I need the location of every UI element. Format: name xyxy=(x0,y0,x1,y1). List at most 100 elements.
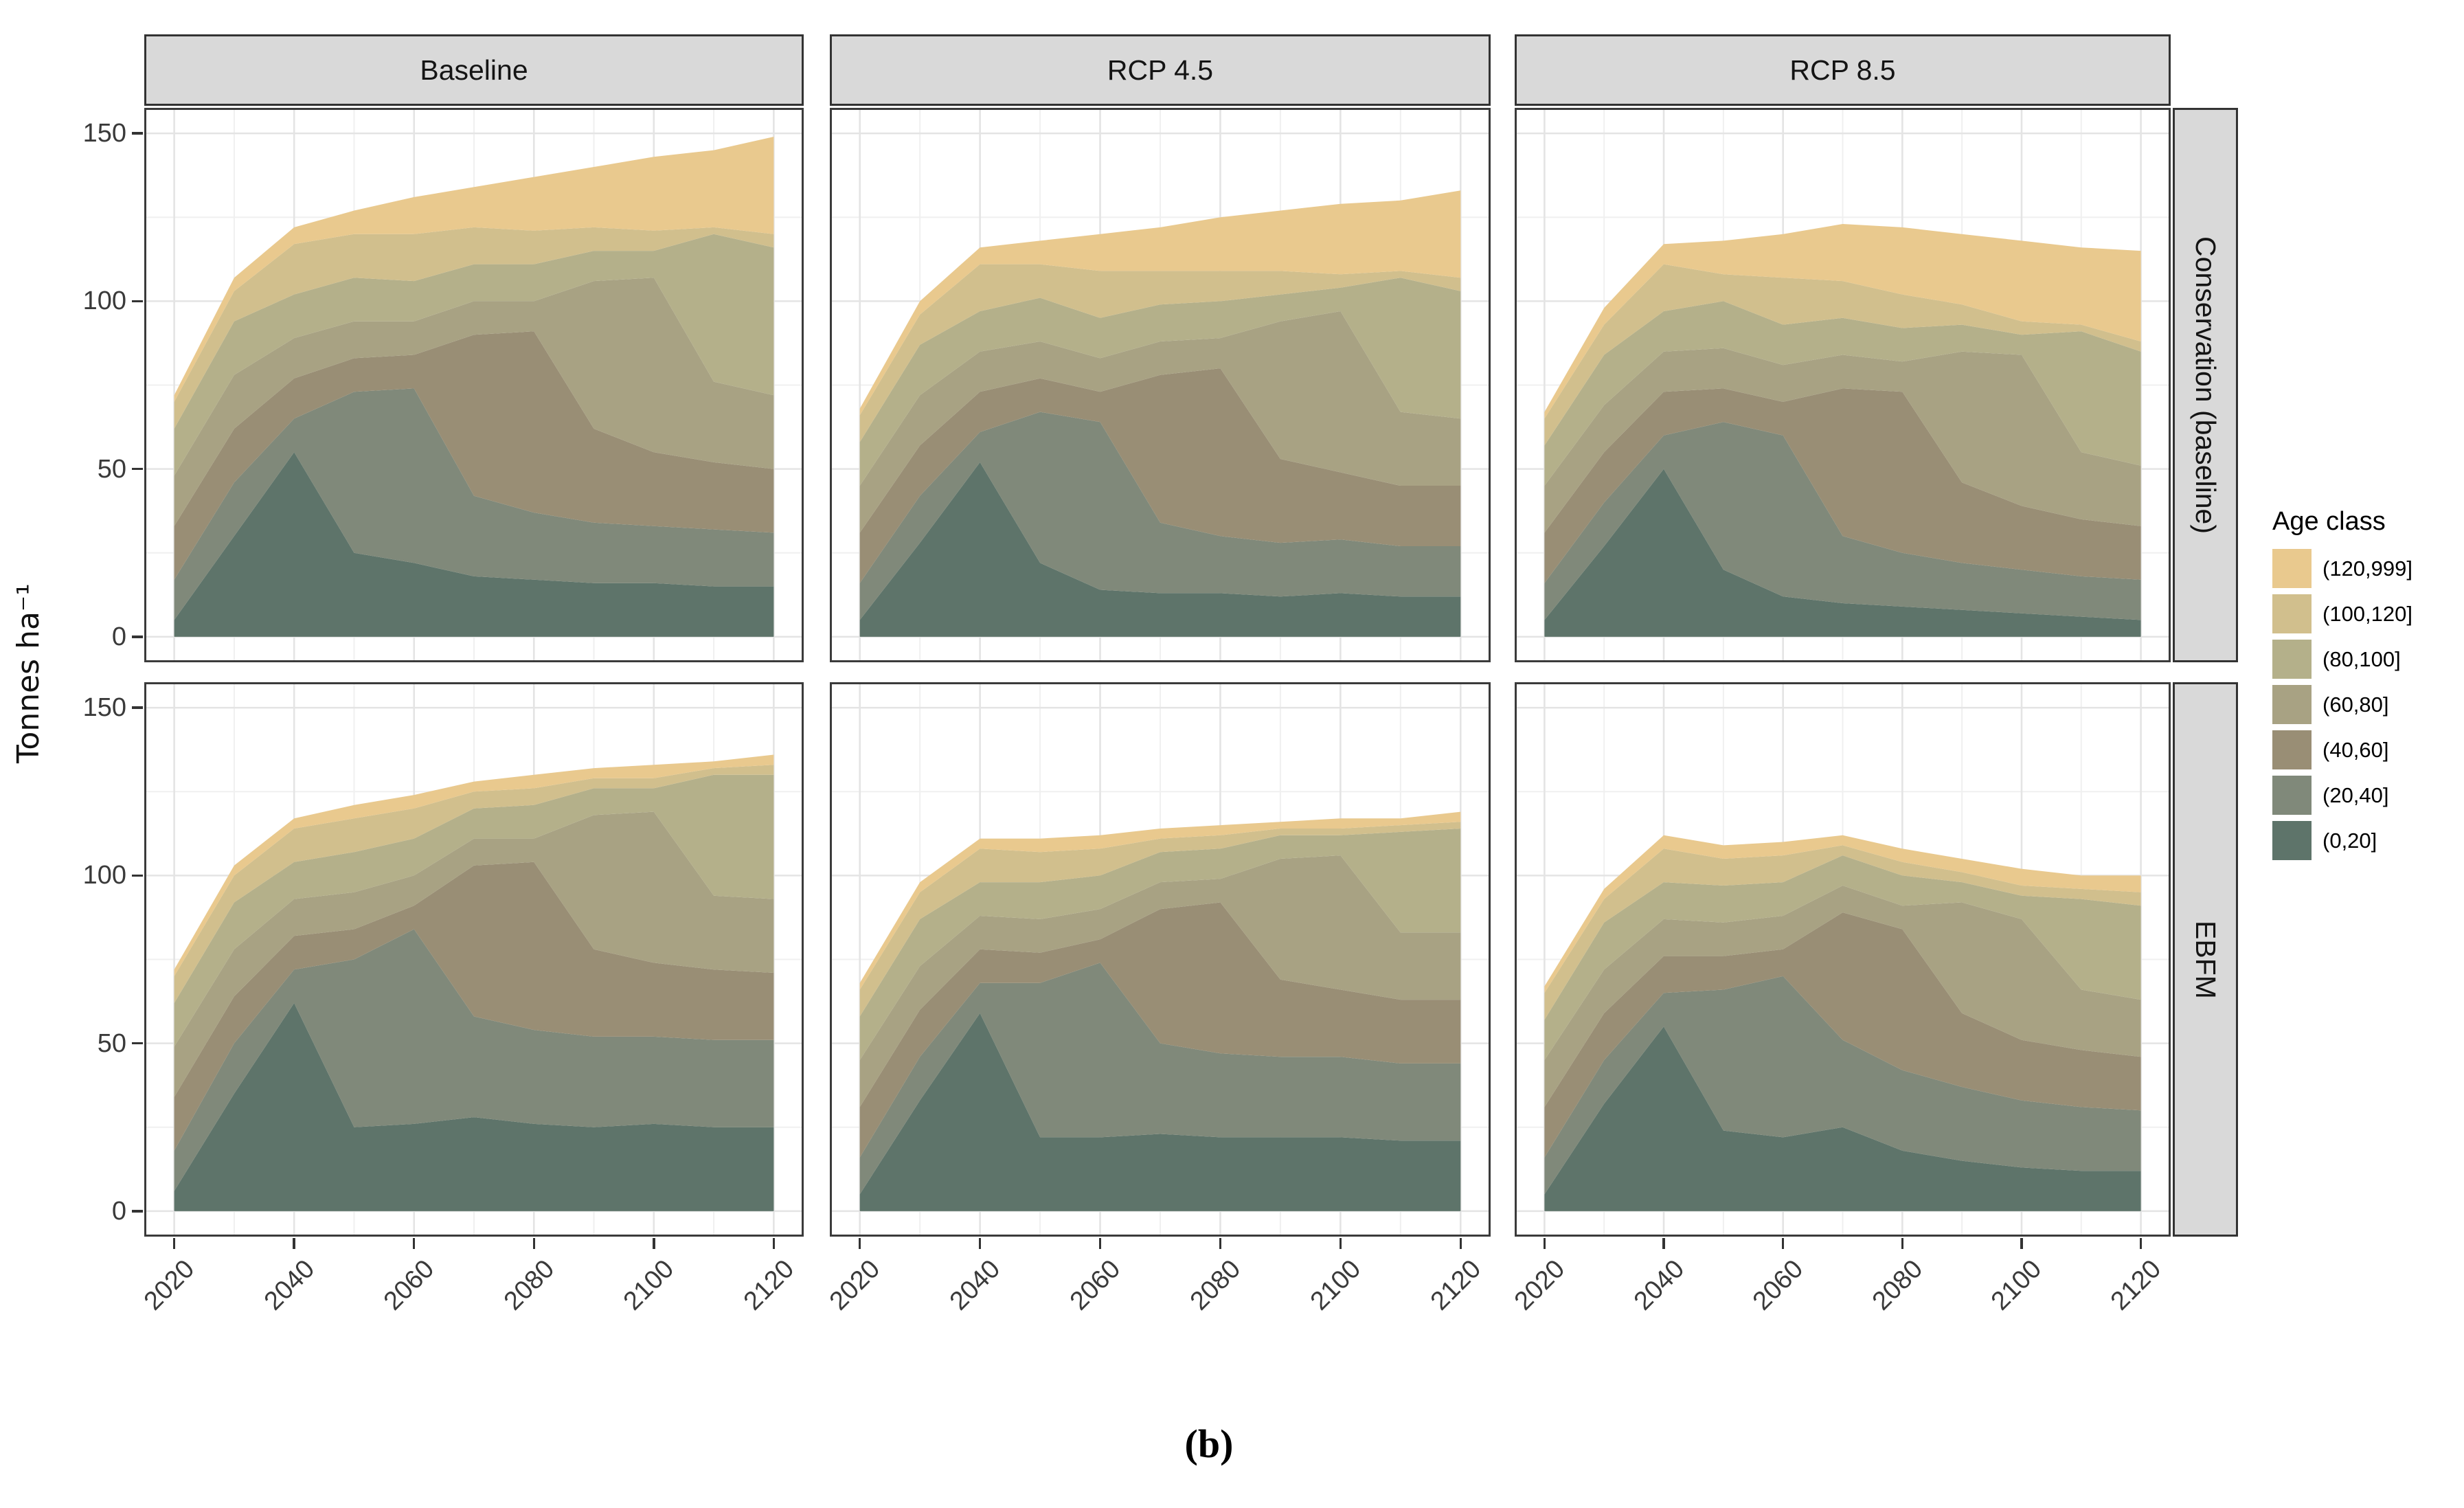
facet-strip-ebfm-label: EBFM xyxy=(2190,920,2222,999)
legend-item: (60,80] xyxy=(2272,685,2461,724)
legend-label: (0,20] xyxy=(2322,828,2377,853)
x-tick-mark xyxy=(1901,1238,1904,1249)
area-layer-(60,80] xyxy=(174,278,774,526)
area-layer-(80,100] xyxy=(174,774,774,1047)
legend-label: (40,60] xyxy=(2322,737,2389,762)
x-tick-mark xyxy=(1662,1238,1665,1249)
legend-label: (100,120] xyxy=(2322,601,2412,626)
facet-strip-rcp85-label: RCP 8.5 xyxy=(1789,54,1896,86)
x-tick-mark xyxy=(1219,1238,1222,1249)
y-tick-label: 150 xyxy=(82,693,126,723)
x-tick-label: 2080 xyxy=(1184,1254,1247,1316)
area-layer-(80,100] xyxy=(1544,855,2141,1060)
y-tick-mark xyxy=(132,467,143,471)
area-layer-(40,60] xyxy=(859,902,1461,1158)
area-layer-(100,120] xyxy=(174,765,774,1003)
area-layer-(20,40] xyxy=(859,412,1461,620)
y-tick-label: 0 xyxy=(111,622,126,651)
legend-swatch xyxy=(2272,685,2312,724)
area-layer-(0,20] xyxy=(174,452,774,637)
area-layer-(20,40] xyxy=(174,929,774,1191)
area-layer-(100,120] xyxy=(174,227,774,429)
facet-strip-rcp85: RCP 8.5 xyxy=(1515,34,2171,106)
x-tick-label: 2100 xyxy=(618,1254,680,1316)
legend-swatch xyxy=(2272,821,2312,860)
area-layer-(40,60] xyxy=(1544,388,2141,583)
area-layer-(40,60] xyxy=(1544,912,2141,1158)
area-layer-(100,120] xyxy=(1544,264,2141,446)
y-tick-label: 100 xyxy=(82,286,126,316)
legend-swatch xyxy=(2272,776,2312,815)
x-tick-label: 2020 xyxy=(824,1254,886,1316)
y-tick-mark xyxy=(132,132,143,135)
legend-label: (60,80] xyxy=(2322,692,2389,717)
x-tick-label: 2020 xyxy=(138,1254,201,1316)
x-tick-mark xyxy=(1543,1238,1546,1249)
legend-swatch xyxy=(2272,730,2312,769)
area-layer-(20,40] xyxy=(1544,976,2141,1195)
x-tick-mark xyxy=(2139,1238,2143,1249)
panel-border xyxy=(1515,682,2171,1237)
legend-item: (0,20] xyxy=(2272,821,2461,860)
area-layer-(20,40] xyxy=(174,388,774,620)
area-layer-(0,20] xyxy=(1544,1026,2141,1211)
y-tick-label: 100 xyxy=(82,861,126,890)
x-tick-mark xyxy=(858,1238,861,1249)
area-layer-(40,60] xyxy=(174,862,774,1151)
area-layer-(40,60] xyxy=(859,368,1461,583)
panel-ebfm-rcp85 xyxy=(1515,682,2171,1237)
x-tick-label: 2060 xyxy=(378,1254,440,1316)
area-layer-(60,80] xyxy=(174,811,774,1097)
area-layer-(120,999] xyxy=(859,190,1461,416)
panel-ebfm-rcp45 xyxy=(830,682,1491,1237)
y-tick-mark xyxy=(132,635,143,638)
area-layer-(120,999] xyxy=(1544,224,2141,419)
y-tick-mark xyxy=(132,300,143,303)
facet-strip-rcp45: RCP 4.5 xyxy=(830,34,1491,106)
legend: Age class (120,999] (100,120] (80,100] (60,… xyxy=(2272,507,2461,866)
area-layer-(80,100] xyxy=(174,234,774,476)
legend-item: (20,40] xyxy=(2272,776,2461,815)
legend-swatch xyxy=(2272,640,2312,679)
panel-border xyxy=(144,108,804,662)
area-layer-(60,80] xyxy=(859,855,1461,1107)
y-tick-label: 150 xyxy=(82,119,126,148)
area-layer-(0,20] xyxy=(1544,469,2141,637)
y-tick-mark xyxy=(132,1210,143,1213)
area-layer-(120,999] xyxy=(1544,835,2141,993)
y-tick-mark xyxy=(132,1042,143,1045)
x-tick-mark xyxy=(1459,1238,1462,1249)
area-layer-(0,20] xyxy=(859,462,1461,637)
x-tick-label: 2080 xyxy=(1866,1254,1929,1316)
y-tick-mark xyxy=(132,706,143,709)
x-tick-label: 2040 xyxy=(1628,1254,1690,1316)
legend-item: (40,60] xyxy=(2272,730,2461,769)
area-layer-(60,80] xyxy=(859,311,1461,533)
x-tick-label: 2060 xyxy=(1064,1254,1127,1316)
panel-conservation-rcp85 xyxy=(1515,108,2171,662)
subfigure-label: (b) xyxy=(1184,1421,1234,1466)
legend-item: (100,120] xyxy=(2272,594,2461,633)
area-layer-(80,100] xyxy=(859,278,1461,486)
facet-strip-ebfm: EBFM xyxy=(2173,682,2238,1237)
area-layer-(40,60] xyxy=(174,331,774,580)
area-layer-(60,80] xyxy=(1544,886,2141,1107)
facet-strip-conservation: Conservation (baseline) xyxy=(2173,108,2238,662)
x-tick-label: 2020 xyxy=(1508,1254,1571,1316)
area-layer-(80,100] xyxy=(859,829,1461,1060)
x-tick-mark xyxy=(1098,1238,1102,1249)
facet-strip-baseline: Baseline xyxy=(144,34,804,106)
x-tick-label: 2080 xyxy=(498,1254,560,1316)
x-tick-label: 2040 xyxy=(944,1254,1006,1316)
x-tick-mark xyxy=(1339,1238,1342,1249)
x-tick-mark xyxy=(978,1238,982,1249)
x-tick-label: 2100 xyxy=(1986,1254,2048,1316)
area-layer-(80,100] xyxy=(1544,301,2141,486)
facet-strip-conservation-label: Conservation (baseline) xyxy=(2190,236,2222,534)
legend-label: (120,999] xyxy=(2322,556,2412,581)
area-layer-(60,80] xyxy=(1544,348,2141,533)
panel-border xyxy=(1515,108,2171,662)
panel-conservation-baseline xyxy=(144,108,804,662)
area-layer-(20,40] xyxy=(859,963,1461,1195)
